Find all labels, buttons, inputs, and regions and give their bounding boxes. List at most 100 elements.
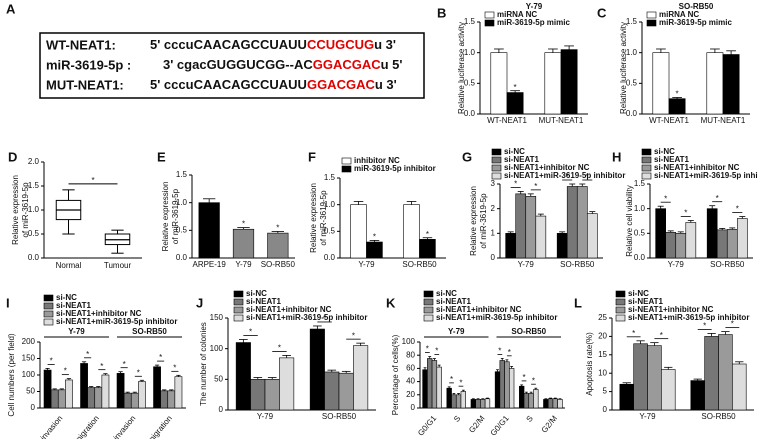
y-tick-label: 1 <box>491 228 496 237</box>
y-tick-label: 5 <box>603 387 608 396</box>
bar <box>543 399 549 409</box>
bar <box>706 52 724 115</box>
bar <box>566 186 578 259</box>
bar <box>101 374 110 409</box>
bar <box>446 387 452 409</box>
significance: * <box>91 176 94 185</box>
bar <box>123 392 132 409</box>
panel-letter: D <box>8 149 17 164</box>
group-label: SO-RB50 <box>511 327 546 336</box>
bar <box>505 233 517 259</box>
legend-swatch <box>491 172 502 180</box>
significance: * <box>534 182 537 191</box>
y-axis-label: Relative luciferase activity <box>619 22 628 114</box>
bar <box>732 363 747 411</box>
bar <box>309 328 325 411</box>
y-tick-label: 1.0 <box>28 205 40 214</box>
bar <box>556 233 568 259</box>
bar <box>506 92 524 115</box>
sequence: 5' cccuCAACAGCCUAUUGGACGACu 3' <box>150 77 397 92</box>
sequence-label: MUT-NEAT1: <box>46 77 124 92</box>
bar <box>668 98 686 115</box>
significance: * <box>459 378 462 387</box>
bar <box>718 334 733 411</box>
x-tick-label: G2/M <box>467 414 487 435</box>
legend-swatch <box>615 298 626 306</box>
bar <box>116 373 125 409</box>
legend-label: si-NEAT1+miR-3619-5p inhibitor <box>56 317 177 326</box>
bar <box>652 52 670 115</box>
legend-label: miR-3619-5p mimic <box>659 18 732 27</box>
panel-letter: A <box>6 1 16 16</box>
legend-label: si-NEAT1+inhibitor NC <box>628 305 714 314</box>
sequence-label: WT-NEAT1: <box>46 37 116 52</box>
sequence-part: u 5' <box>381 57 403 72</box>
y-tick-label: 1.5 <box>626 17 638 26</box>
significance: * <box>716 194 719 203</box>
y-tick-label: 100 <box>22 370 36 379</box>
bar <box>174 376 183 409</box>
legend-label: si-NC <box>504 147 525 156</box>
legend-swatch <box>423 314 434 322</box>
x-tick-label: Y-79 <box>358 260 375 269</box>
legend-swatch <box>641 156 652 164</box>
significance: * <box>249 328 252 337</box>
legend-swatch <box>491 156 502 164</box>
sequence-part: 5' cccuCAACAGCCUAUU <box>150 77 307 92</box>
panel-letter: E <box>157 149 166 164</box>
x-tick-label: MUT-NEAT1 <box>701 116 746 125</box>
legend-label: si-NEAT1 <box>436 297 472 306</box>
y-tick-label: 0.0 <box>464 109 476 118</box>
bar <box>138 381 146 409</box>
y-tick-label: 0.0 <box>324 253 336 262</box>
x-tick-label: G0/G1 <box>489 413 511 437</box>
bar <box>431 360 438 409</box>
y-tick-label: 2.0 <box>28 157 40 166</box>
bar <box>353 345 369 411</box>
significance: * <box>242 220 245 229</box>
bar <box>43 369 52 409</box>
significance: * <box>86 350 89 359</box>
y-tick-label: 0 <box>31 403 36 412</box>
panel-letter: B <box>437 5 446 20</box>
significance: * <box>522 373 525 382</box>
bar <box>87 387 96 409</box>
legend-label: si-NC <box>436 289 457 298</box>
legend-label: si-NEAT1 <box>56 301 92 310</box>
y-tick-label: 100 <box>402 337 416 346</box>
bar <box>665 232 677 259</box>
y-tick-label: 0.0 <box>634 253 646 262</box>
x-tick-label: SO-RB50 <box>402 260 437 269</box>
legend-swatch <box>615 314 626 322</box>
bar <box>50 389 59 409</box>
bar <box>324 371 340 411</box>
legend-swatch <box>641 148 652 156</box>
panel-letter: K <box>386 295 396 310</box>
x-tick-label: Y-79 <box>235 260 252 269</box>
bar <box>528 393 534 409</box>
y-tick-label: 1.0 <box>464 48 476 57</box>
significance: * <box>426 230 429 239</box>
y-axis-label: of miR-3619-5p <box>319 190 328 246</box>
y-tick-label: 20 <box>598 332 607 341</box>
bar <box>366 241 383 259</box>
legend-swatch <box>641 164 652 172</box>
legend-swatch <box>484 19 495 27</box>
legend-swatch <box>646 19 657 27</box>
x-tick-label: SO-RB50 <box>560 260 595 269</box>
legend-label: si-NEAT1+inhibitor NC <box>56 309 142 318</box>
legend-swatch <box>615 290 626 298</box>
bar <box>422 369 428 409</box>
significance: * <box>373 233 376 242</box>
bar <box>250 379 266 411</box>
y-axis-label: Relative cell viability <box>625 185 634 257</box>
group-label: Y-79 <box>68 327 85 336</box>
y-tick-label: 0.5 <box>634 228 646 237</box>
bar <box>436 366 442 409</box>
bar <box>586 213 598 259</box>
bar <box>675 233 687 259</box>
x-tick-label: SO-RB50 <box>701 412 736 421</box>
bar <box>685 222 697 259</box>
legend-label: si-NEAT1 <box>504 155 540 164</box>
group-label: Y-79 <box>448 327 465 336</box>
